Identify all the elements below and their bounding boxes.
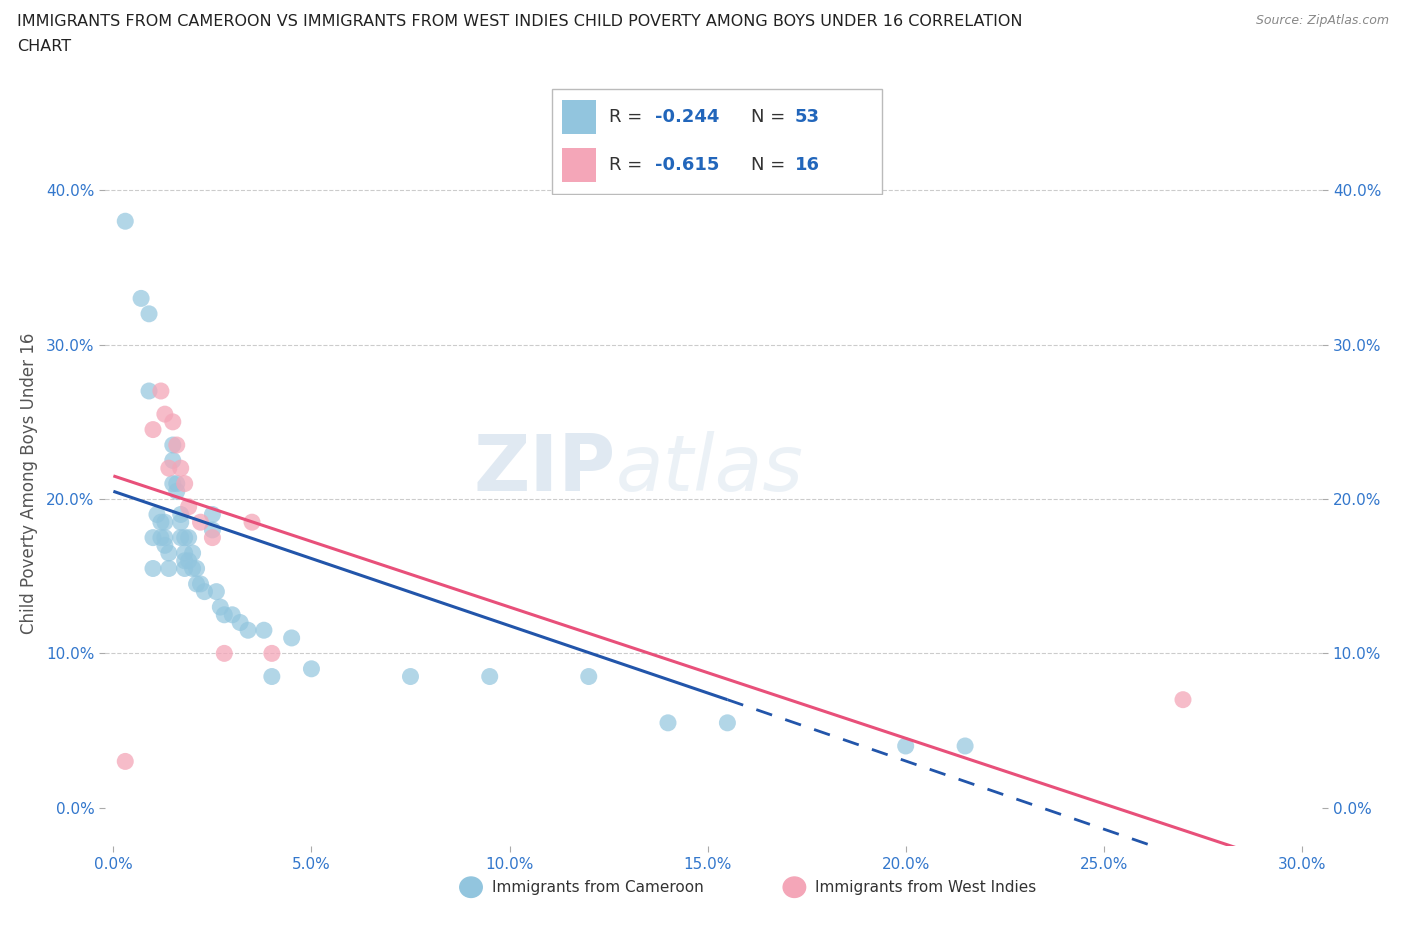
Text: IMMIGRANTS FROM CAMEROON VS IMMIGRANTS FROM WEST INDIES CHILD POVERTY AMONG BOYS: IMMIGRANTS FROM CAMEROON VS IMMIGRANTS F… [17, 14, 1022, 29]
Point [142, 422, 165, 437]
Text: R =: R = [609, 108, 648, 126]
Text: -0.615: -0.615 [655, 156, 718, 174]
Point [114, 214, 136, 229]
Point [153, 530, 176, 545]
Point [149, 383, 172, 398]
Point [157, 561, 180, 576]
Point [173, 476, 195, 491]
Point [157, 460, 180, 475]
Point [153, 406, 176, 421]
Text: -0.244: -0.244 [655, 108, 718, 126]
FancyBboxPatch shape [551, 89, 883, 194]
Point [214, 607, 236, 622]
Point [129, 291, 152, 306]
Point [214, 646, 236, 661]
Point [153, 514, 176, 529]
Point [162, 415, 184, 430]
Point [236, 623, 259, 638]
Point [399, 669, 422, 684]
Point [173, 530, 195, 545]
Point [209, 600, 232, 615]
Point [190, 514, 212, 529]
Y-axis label: Child Poverty Among Boys Under 16: Child Poverty Among Boys Under 16 [20, 333, 38, 634]
Point [201, 523, 224, 538]
Point [177, 530, 200, 545]
Point [221, 607, 243, 622]
Point [953, 738, 976, 753]
Point [253, 623, 276, 638]
Text: CHART: CHART [17, 39, 70, 54]
Text: ZIP: ZIP [474, 432, 616, 507]
Point [186, 561, 208, 576]
Point [173, 561, 195, 576]
Point [177, 499, 200, 514]
Point [280, 631, 302, 645]
Point [153, 538, 176, 552]
Point [170, 507, 193, 522]
Point [114, 754, 136, 769]
Text: Immigrants from West Indies: Immigrants from West Indies [815, 880, 1036, 895]
Text: atlas: atlas [616, 432, 804, 507]
Point [240, 514, 263, 529]
Bar [562, 148, 596, 182]
Point [205, 584, 228, 599]
Point [301, 661, 323, 676]
Point [894, 738, 917, 753]
Text: N =: N = [751, 108, 790, 126]
Point [716, 715, 738, 730]
Text: 53: 53 [794, 108, 820, 126]
Point [173, 553, 195, 568]
Point [162, 476, 184, 491]
Point [186, 577, 208, 591]
Point [201, 530, 224, 545]
Point [146, 507, 169, 522]
Text: R =: R = [609, 156, 648, 174]
Point [181, 561, 204, 576]
Point [193, 584, 215, 599]
Point [142, 530, 165, 545]
Point [149, 514, 172, 529]
Point [170, 514, 193, 529]
Point [166, 476, 188, 491]
Point [173, 546, 195, 561]
Point [201, 507, 224, 522]
Point [177, 553, 200, 568]
Point [142, 561, 165, 576]
Point [149, 530, 172, 545]
Point [138, 383, 160, 398]
Point [260, 669, 283, 684]
Point [170, 530, 193, 545]
Point [1171, 692, 1194, 707]
Point [190, 577, 212, 591]
Point [657, 715, 679, 730]
Point [260, 646, 283, 661]
Text: Immigrants from Cameroon: Immigrants from Cameroon [492, 880, 704, 895]
Point [166, 484, 188, 498]
Text: Source: ZipAtlas.com: Source: ZipAtlas.com [1256, 14, 1389, 27]
Point [162, 438, 184, 453]
Point [138, 306, 160, 321]
Point [181, 546, 204, 561]
Point [229, 615, 252, 630]
Text: 16: 16 [794, 156, 820, 174]
Bar [562, 100, 596, 134]
Point [157, 546, 180, 561]
Text: N =: N = [751, 156, 790, 174]
Point [162, 453, 184, 468]
Point [478, 669, 501, 684]
Point [170, 460, 193, 475]
Point [166, 438, 188, 453]
Point [578, 669, 600, 684]
